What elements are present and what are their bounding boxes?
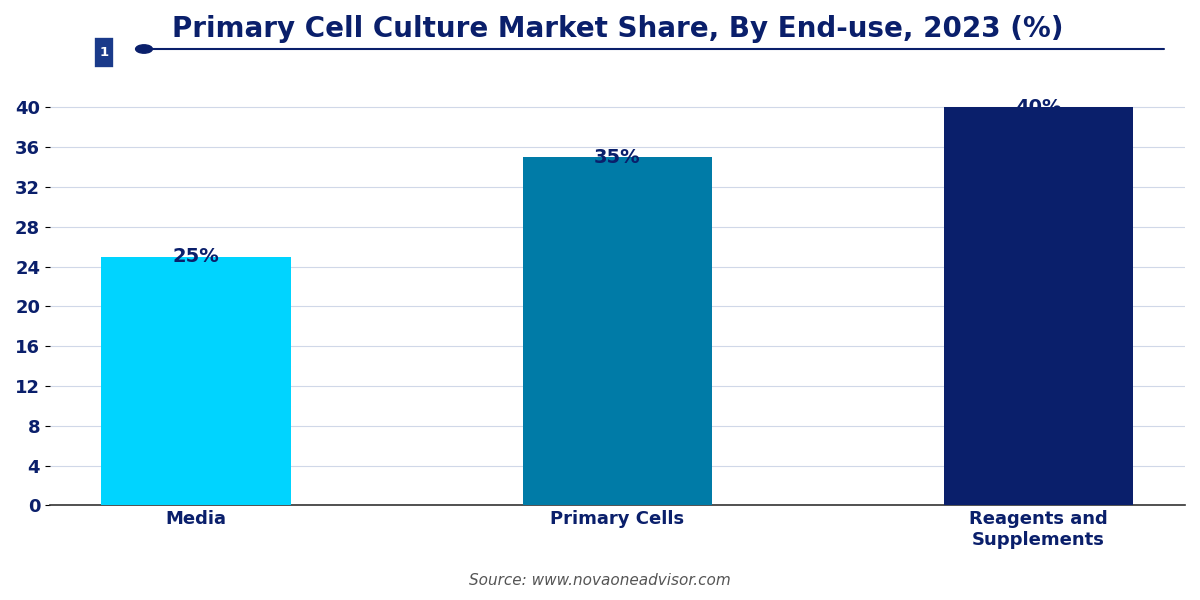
- Text: 40%: 40%: [1015, 98, 1062, 117]
- Text: 1: 1: [100, 46, 109, 59]
- Text: ADVISOR: ADVISOR: [118, 46, 186, 59]
- Text: Source: www.novaoneadvisor.com: Source: www.novaoneadvisor.com: [469, 573, 731, 588]
- Bar: [944, 107, 1134, 505]
- FancyBboxPatch shape: [94, 37, 114, 68]
- Text: 35%: 35%: [594, 148, 641, 167]
- Bar: [102, 257, 290, 505]
- Text: NOVA: NOVA: [49, 46, 90, 59]
- Text: 25%: 25%: [173, 247, 220, 266]
- Bar: [523, 157, 712, 505]
- Title: Primary Cell Culture Market Share, By End-use, 2023 (%): Primary Cell Culture Market Share, By En…: [172, 15, 1063, 43]
